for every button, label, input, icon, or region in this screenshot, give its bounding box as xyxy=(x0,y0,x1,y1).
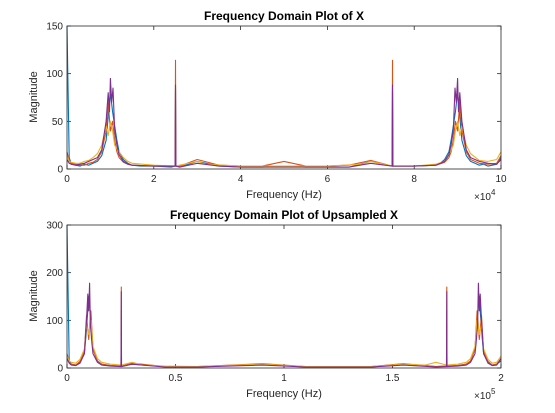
x-tick-label: 8 xyxy=(411,174,417,185)
x-tick-label: 1.5 xyxy=(386,373,400,384)
x-tick-label: 0 xyxy=(64,174,70,185)
y-tick-label: 50 xyxy=(52,117,64,128)
y-tick-label: 100 xyxy=(46,69,63,80)
subplot-top-x-exponent: ×104 xyxy=(474,188,496,203)
subplot-bottom-axes-box xyxy=(66,224,502,369)
subplot-bottom-ylabel: Magnitude xyxy=(28,270,40,321)
subplot-bottom-x-exponent: ×105 xyxy=(474,387,496,402)
subplot-bottom: Frequency Domain Plot of Upsampled X Mag… xyxy=(28,208,504,402)
x-tick-label: 4 xyxy=(238,174,244,185)
series-line-3 xyxy=(66,120,502,167)
subplot-top-title: Frequency Domain Plot of X xyxy=(204,9,364,23)
series-line-4 xyxy=(66,77,502,168)
subplot-top-xlabel: Frequency (Hz) xyxy=(246,189,322,201)
subplot-top-series xyxy=(66,25,502,168)
y-tick-label: 0 xyxy=(57,165,63,176)
series-line-4 xyxy=(66,282,502,368)
x-tick-label: 1 xyxy=(281,373,287,384)
y-tick-label: 0 xyxy=(57,364,63,375)
y-tick-label: 100 xyxy=(46,316,63,327)
x-tick-label: 2 xyxy=(151,174,157,185)
x-tick-label: 0 xyxy=(64,373,70,384)
x-tick-label: 0.5 xyxy=(169,373,183,384)
x-tick-label: 6 xyxy=(325,174,331,185)
y-tick-label: 200 xyxy=(46,268,63,279)
subplot-top-ylabel: Magnitude xyxy=(28,71,40,122)
subplot-bottom-ticks: 0 0.5 1 1.5 2 0 100 200 300 xyxy=(46,221,504,385)
subplot-top-axes-box xyxy=(66,25,502,170)
subplot-bottom-xlabel: Frequency (Hz) xyxy=(246,388,322,400)
subplot-top: Frequency Domain Plot of X Magnitude Fre… xyxy=(28,9,507,203)
y-tick-label: 150 xyxy=(46,22,63,33)
subplot-bottom-title: Frequency Domain Plot of Upsampled X xyxy=(170,208,398,222)
x-tick-label: 2 xyxy=(498,373,504,384)
subplot-bottom-series xyxy=(66,224,502,368)
y-tick-label: 300 xyxy=(46,221,63,232)
x-tick-label: 10 xyxy=(495,174,507,185)
